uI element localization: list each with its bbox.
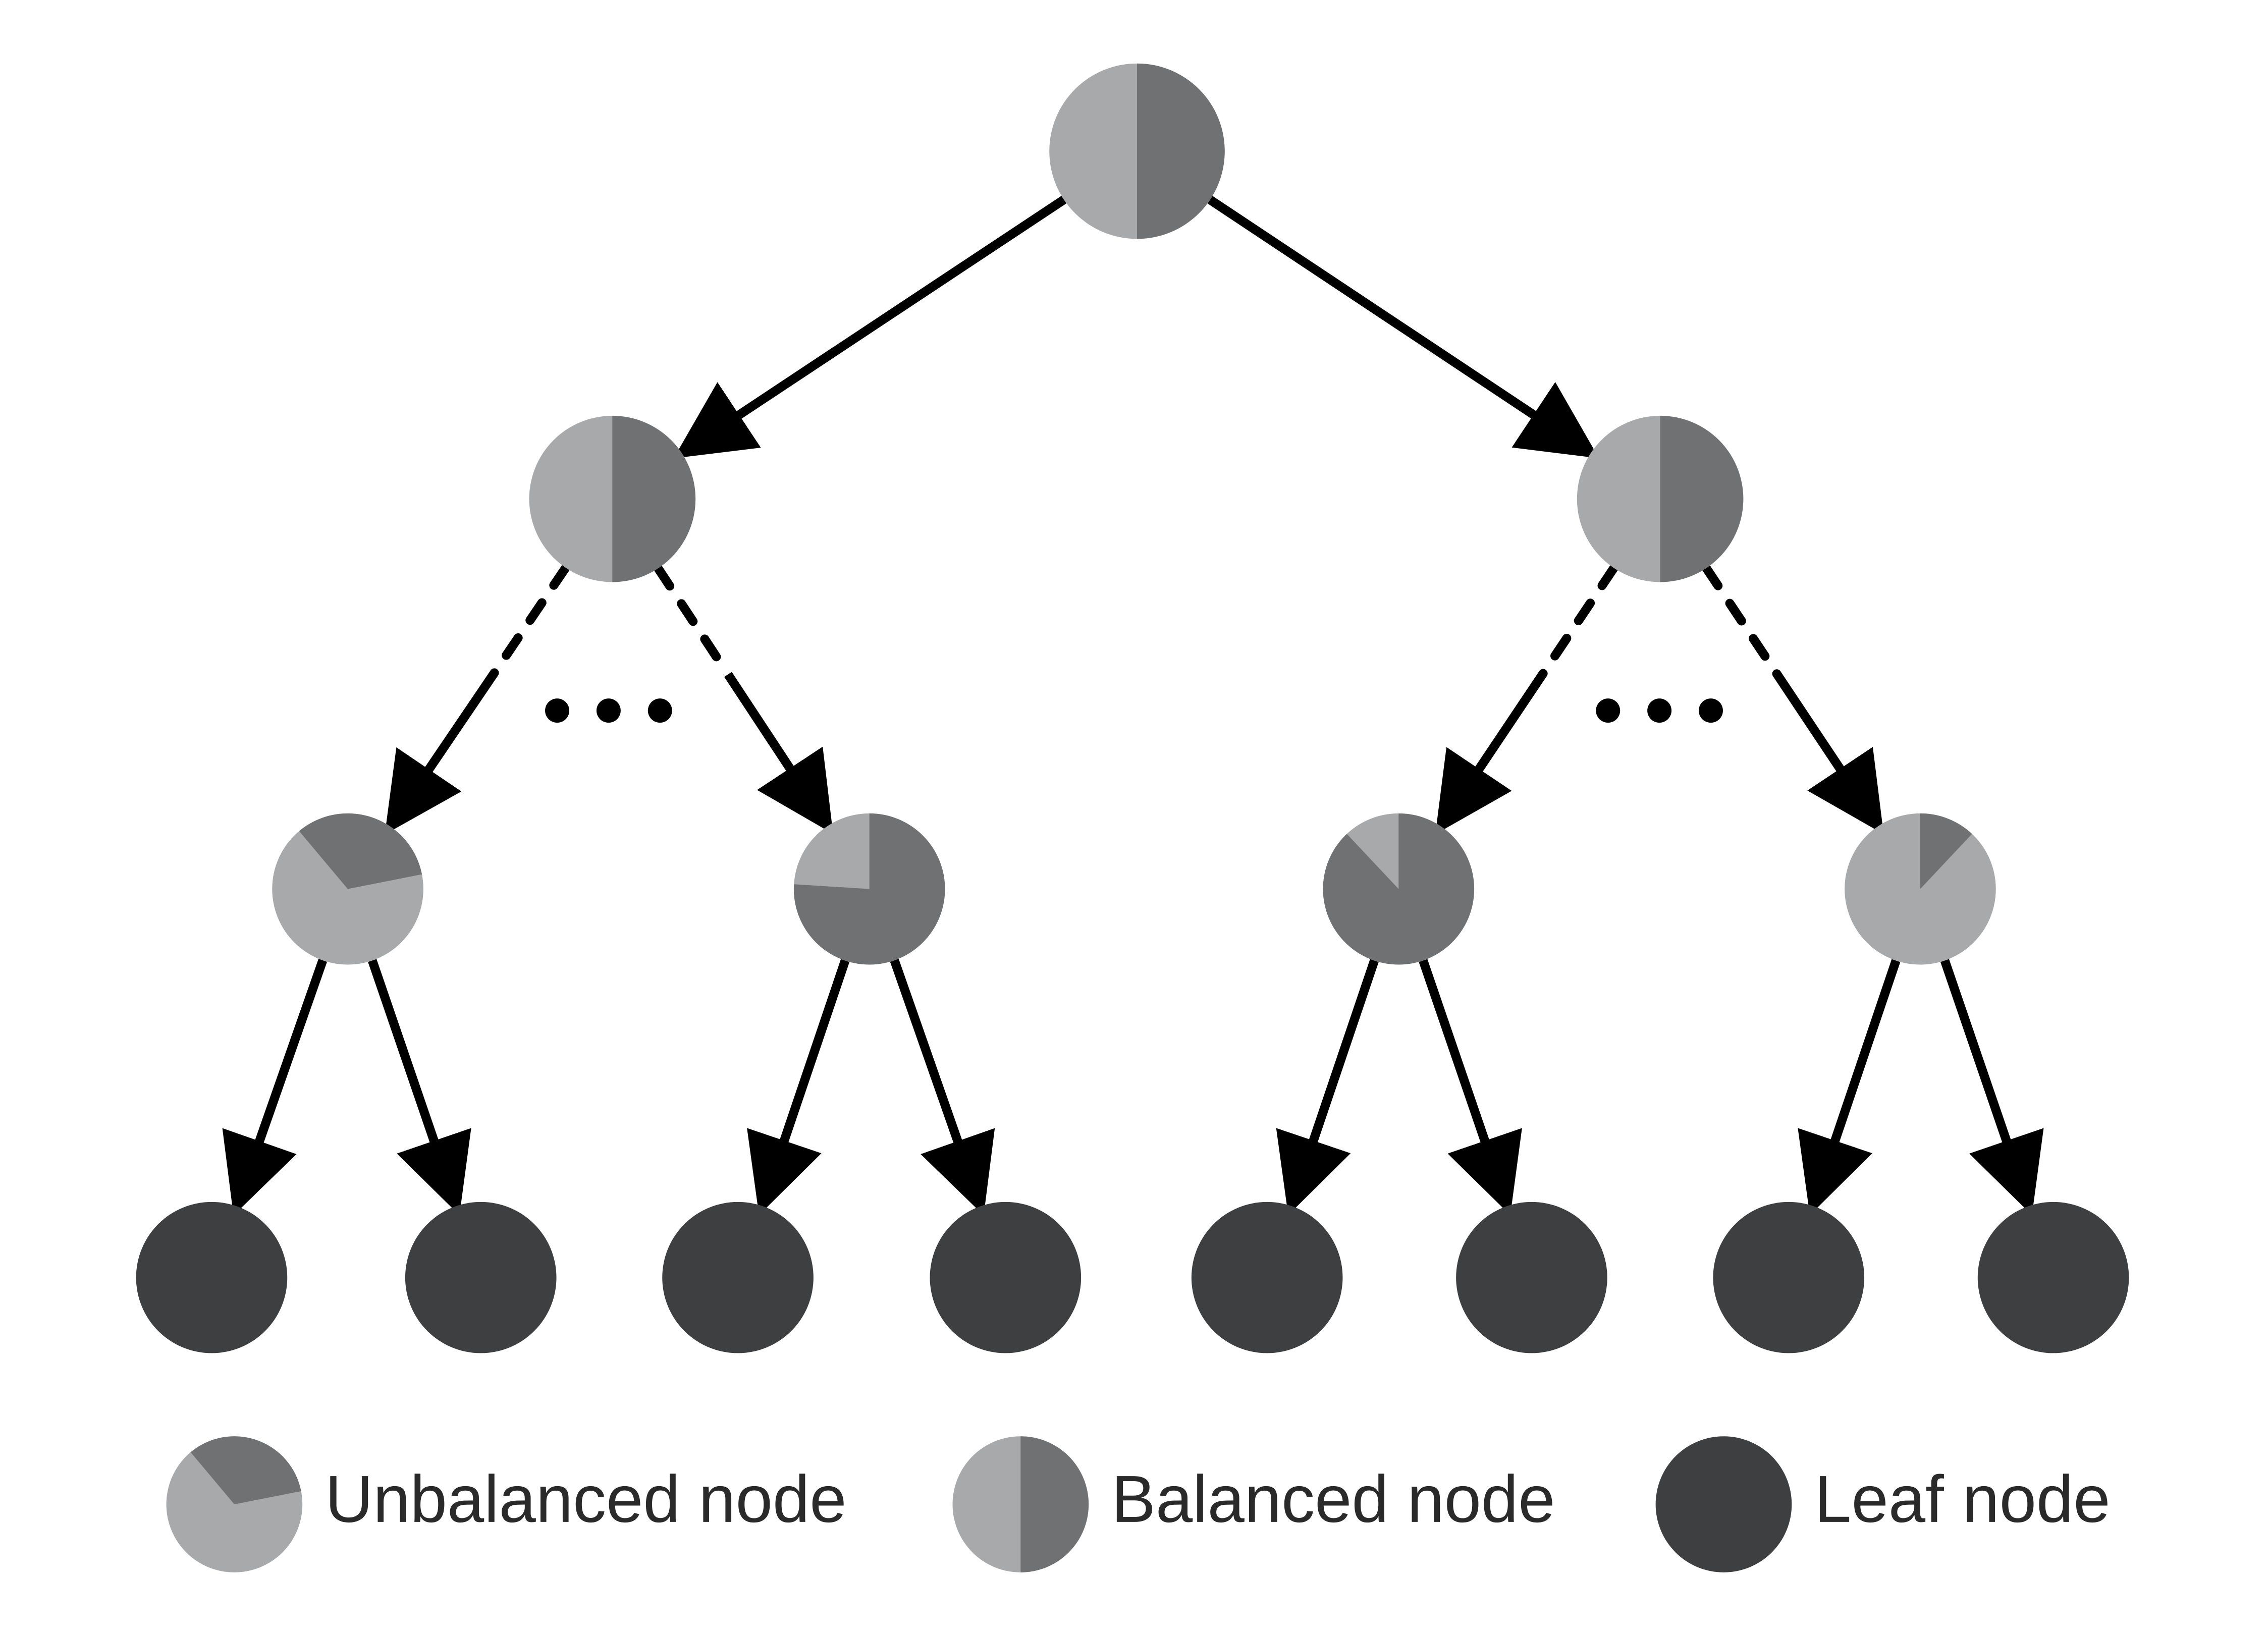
node-unbalanced [1845, 813, 1996, 965]
edge-dotted [658, 568, 728, 674]
edge [894, 960, 979, 1201]
node-leaf [1456, 1202, 1607, 1353]
edge [687, 200, 1064, 450]
edge [1777, 674, 1875, 821]
edge [764, 961, 845, 1201]
node-unbalanced [1323, 813, 1474, 965]
legend-label: Unbalanced node [325, 1462, 846, 1536]
edge-dotted [1706, 568, 1777, 675]
edge [394, 674, 494, 822]
ellipsis-dot [1647, 698, 1671, 723]
edge [1815, 961, 1896, 1201]
legend: Unbalanced node Balanced node Leaf node [167, 1436, 2111, 1572]
node-leaf [1192, 1202, 1343, 1353]
node-leaf [405, 1202, 557, 1353]
ellipsis-dot [648, 698, 672, 723]
edge [372, 960, 455, 1200]
node-leaf [136, 1202, 288, 1353]
ellipsis-dot [1699, 698, 1723, 723]
node-leaf [662, 1202, 814, 1353]
edges [239, 200, 2027, 1201]
node-balanced [1049, 64, 1225, 239]
node-unbalanced [272, 813, 423, 965]
node-unbalanced [167, 1436, 303, 1572]
ellipsis-dot [545, 698, 569, 723]
edge [728, 674, 824, 821]
node-balanced [529, 416, 696, 582]
node-balanced [1577, 416, 1744, 582]
node-leaf [930, 1202, 1082, 1353]
tree-diagram: Unbalanced node Balanced node Leaf node [0, 0, 2268, 1633]
edge [1945, 960, 2027, 1200]
ellipsis-dot [597, 698, 621, 723]
node-leaf [1656, 1436, 1792, 1572]
edge-dotted [494, 568, 566, 674]
legend-label: Balanced node [1111, 1462, 1555, 1536]
ellipsis-dot [1596, 698, 1620, 723]
edge [239, 960, 323, 1201]
edge [1210, 200, 1586, 450]
legend-label: Leaf node [1814, 1462, 2110, 1536]
edge-dotted [1543, 568, 1614, 675]
node-leaf [1978, 1202, 2129, 1353]
edge [1293, 961, 1375, 1201]
edge [1444, 674, 1542, 821]
node-leaf [1713, 1202, 1864, 1353]
edge [1423, 960, 1505, 1200]
node-balanced [952, 1436, 1089, 1572]
node-unbalanced [794, 813, 945, 965]
